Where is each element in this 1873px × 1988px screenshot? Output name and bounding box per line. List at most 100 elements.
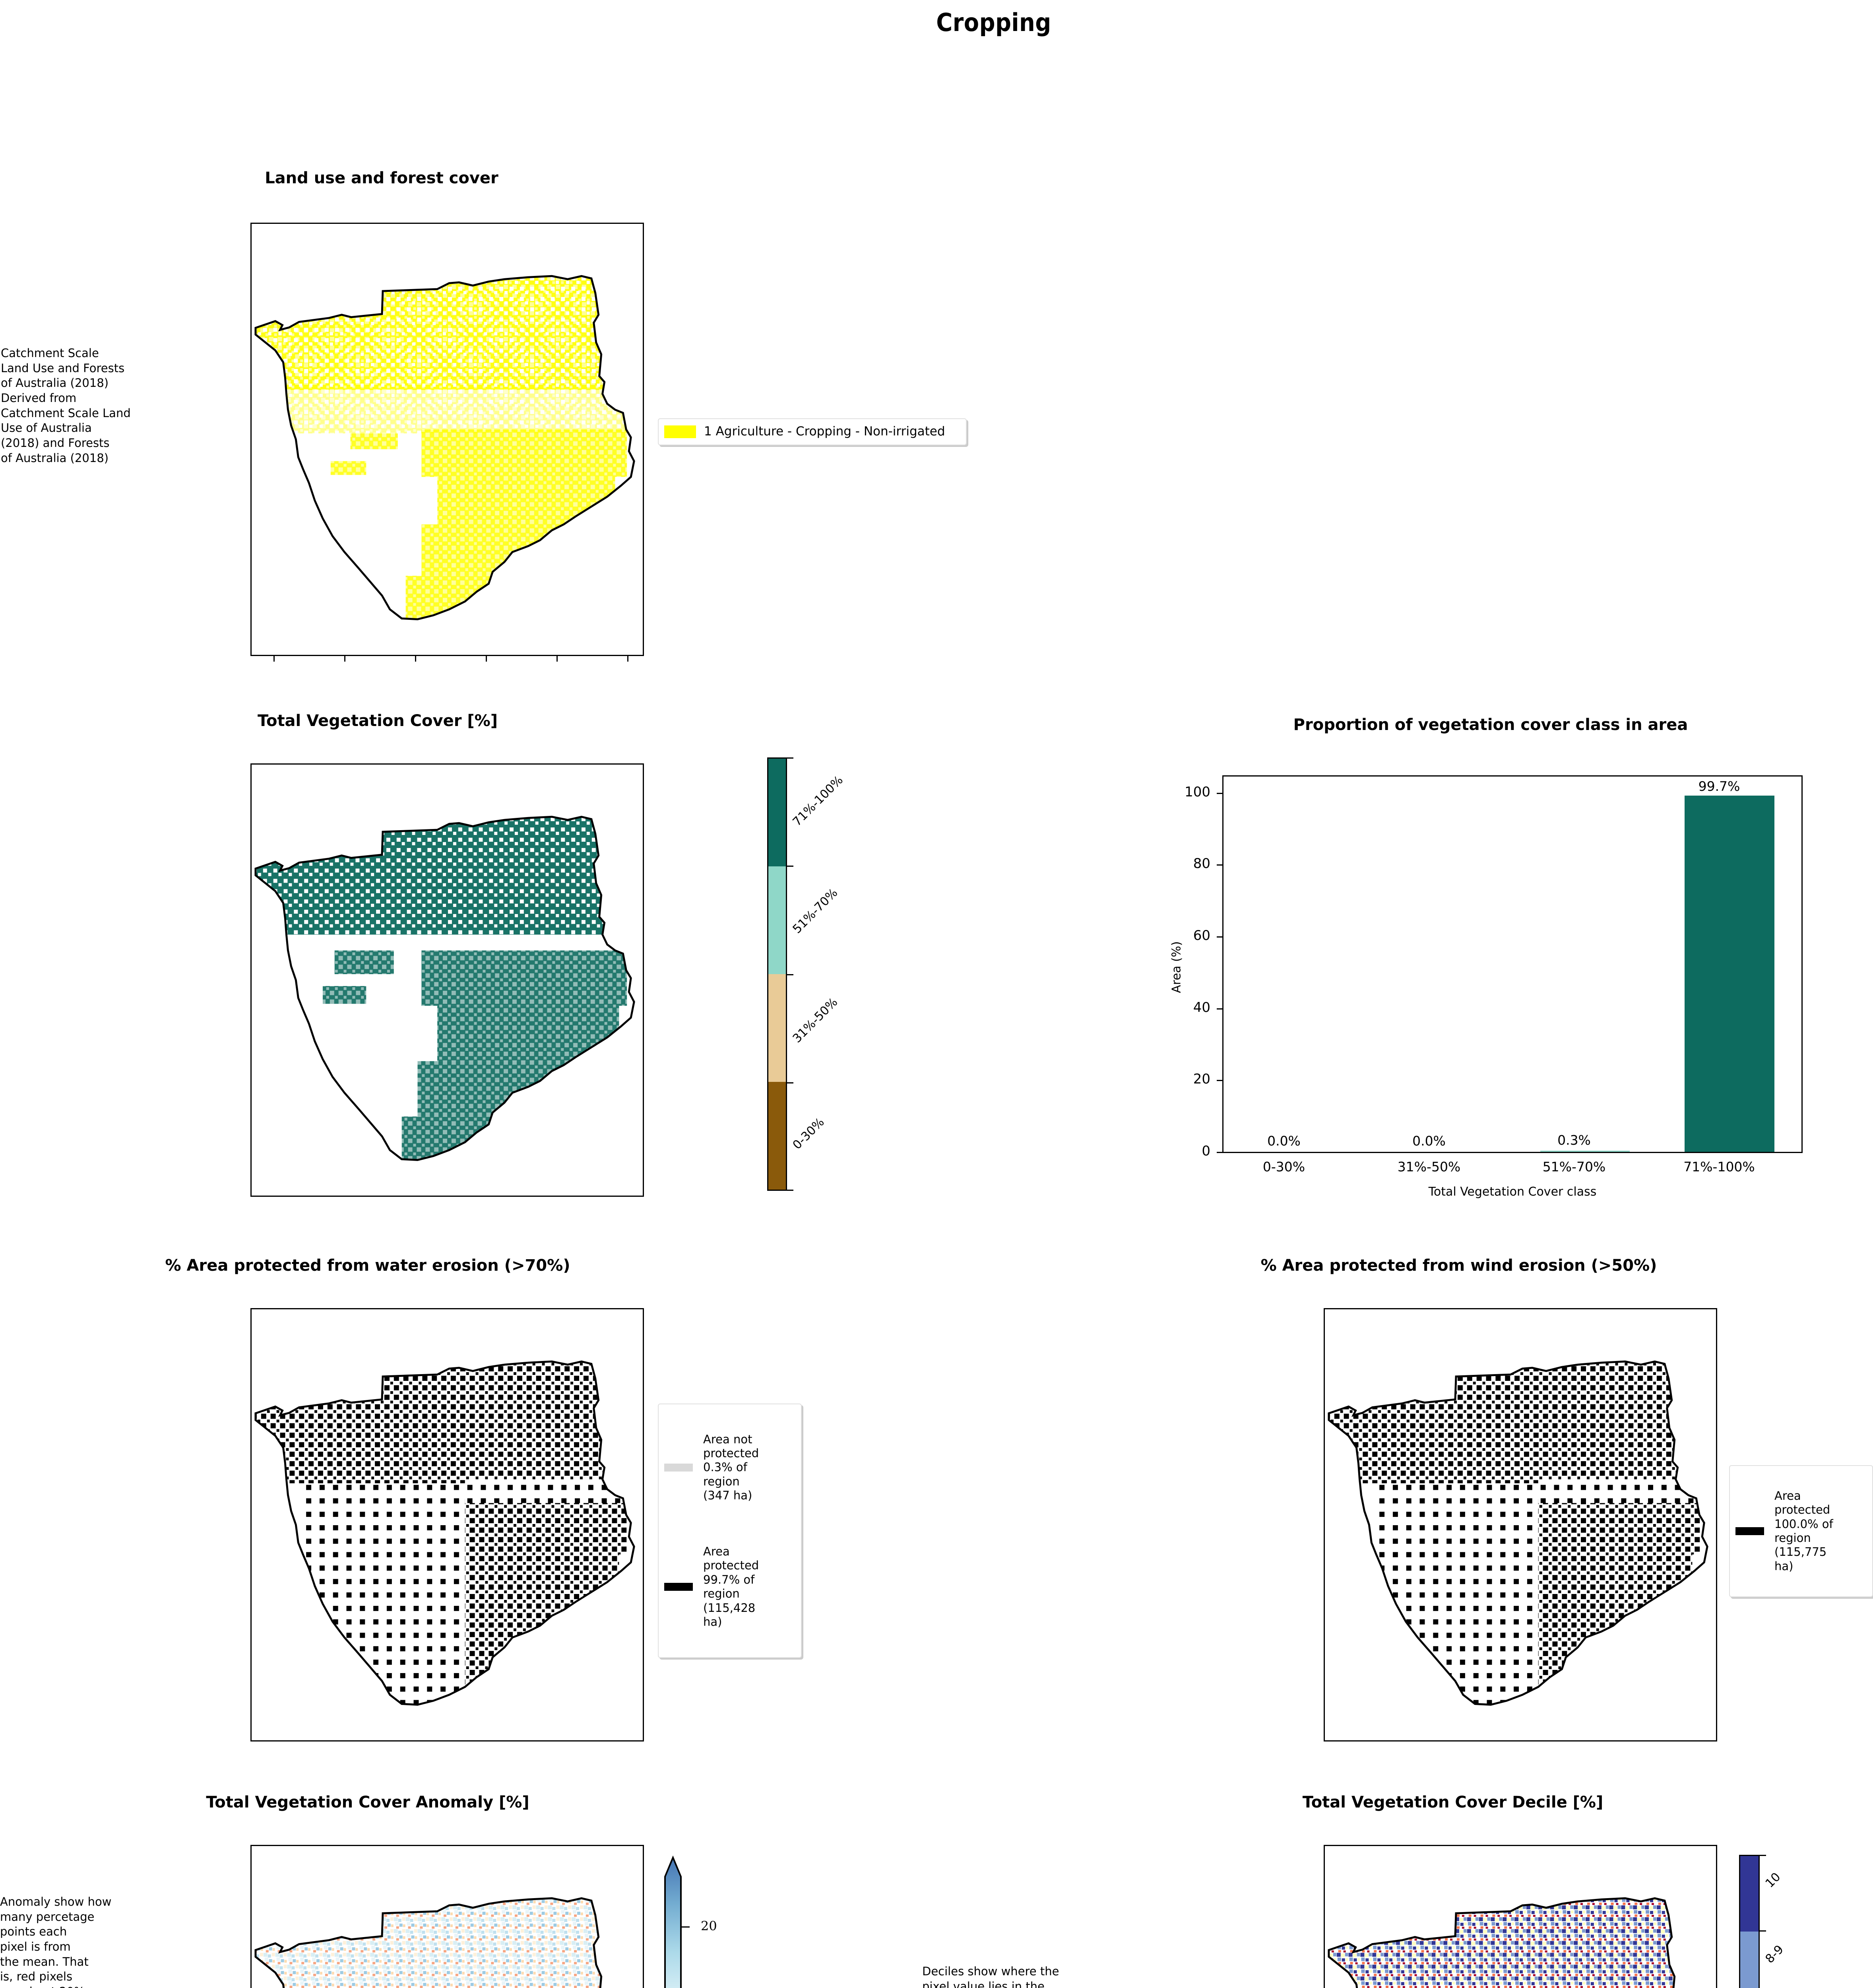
map-tick — [250, 1043, 252, 1044]
map-tick — [1324, 1699, 1325, 1700]
anomaly-explanation-note: Anomaly show how many percetage points e… — [0, 1895, 112, 1988]
cropping-pixels — [255, 276, 634, 619]
not-protected-colour-swatch — [664, 1464, 693, 1472]
map-tick — [250, 337, 252, 338]
map-tick — [250, 447, 252, 448]
legend-item-label: Area not protected 0.3% of region (347 h… — [703, 1432, 759, 1503]
map-tick — [250, 1423, 252, 1424]
anomaly-map — [250, 1845, 644, 1988]
veg-cover-colorbar-segment-71-100 — [768, 759, 786, 866]
protected-colour-swatch — [1735, 1527, 1764, 1535]
map-tick — [250, 613, 252, 615]
map-tick — [250, 1154, 252, 1155]
wind-erosion-panel-title: % Area protected from wind erosion (>50%… — [1260, 1256, 1657, 1275]
map-tick — [250, 502, 252, 503]
map-tick — [1324, 1643, 1325, 1644]
map-tick — [250, 1588, 252, 1589]
map-tick — [1324, 1532, 1325, 1533]
anomaly-map-canvas — [254, 1897, 634, 1988]
map-tick — [1324, 1365, 1325, 1366]
region-boundary — [1328, 1897, 1676, 1988]
veg-cover-panel-title: Total Vegetation Cover [%] — [257, 712, 498, 730]
decile-colorbar-ticks — [1760, 1855, 1772, 1988]
legend-item-label: 1 Agriculture - Cropping - Non-irrigated — [704, 424, 945, 439]
barchart-title: Proportion of vegetation cover class in … — [1293, 716, 1688, 734]
region-boundary — [1328, 1360, 1708, 1706]
map-tick — [1324, 1959, 1325, 1961]
map-tick — [250, 391, 252, 392]
land-use-source-note: Catchment Scale Land Use and Forests of … — [1, 346, 131, 465]
map-tick — [1324, 1476, 1325, 1477]
protected-colour-swatch — [664, 1583, 693, 1591]
x-tick-label-71-100: 71%-100% — [1683, 1159, 1755, 1175]
decile-colorbar-segment-10 — [1740, 1856, 1759, 1932]
barchart-y-axis: 0 20 40 60 80 100 — [1133, 775, 1224, 1159]
map-tick — [250, 1532, 252, 1533]
y-tick-label: 60 — [1193, 928, 1210, 944]
legend-item[interactable]: 1 Agriculture - Cropping - Non-irrigated — [664, 424, 945, 439]
legend-item-label: Area protected 100.0% of region (115,775… — [1774, 1489, 1833, 1573]
x-tick-label-0-30: 0-30% — [1262, 1159, 1305, 1175]
decile-colorbar-segment-8-9 — [1740, 1931, 1759, 1988]
bar-51-70 — [1540, 1151, 1630, 1152]
decile-colorbar — [1739, 1855, 1760, 1988]
y-tick-label: 100 — [1185, 784, 1210, 800]
y-tick-label: 20 — [1193, 1071, 1210, 1087]
veg-cover-colorbar-ticks — [787, 757, 799, 1191]
map-tick — [250, 1365, 252, 1366]
map-tick — [250, 1099, 252, 1100]
land-use-panel-title: Land use and forest cover — [265, 169, 498, 187]
map-tick — [250, 878, 252, 879]
anomaly-colorbar — [658, 1853, 702, 1988]
veg-cover-colorbar-segment-31-50 — [768, 974, 786, 1082]
region-boundary — [254, 1360, 635, 1706]
map-tick — [1324, 1902, 1325, 1903]
map-tick — [1324, 1588, 1325, 1589]
y-tick-label: 80 — [1193, 856, 1210, 872]
crop-colour-swatch — [664, 425, 696, 438]
wind-erosion-map-canvas — [1328, 1360, 1708, 1706]
veg-cover-map — [250, 763, 644, 1197]
barchart-plot-area — [1222, 775, 1803, 1153]
anomaly-colorbar-ticks — [681, 1853, 697, 1988]
land-use-map-canvas — [254, 275, 635, 620]
decile-explanation-note: Deciles show where the pixel value lies … — [922, 1965, 1059, 1988]
anomaly-colorbar-tick-label-20: 20 — [701, 1918, 717, 1934]
legend-item-protected[interactable]: Area protected 99.7% of region (115,428 … — [664, 1545, 795, 1629]
region-boundary — [254, 275, 635, 620]
land-use-legend[interactable]: 1 Agriculture - Cropping - Non-irrigated — [658, 418, 967, 445]
anomaly-panel-title: Total Vegetation Cover Anomaly [%] — [206, 1793, 529, 1811]
land-use-map — [250, 223, 644, 656]
legend-item-not-protected[interactable]: Area not protected 0.3% of region (347 h… — [664, 1433, 795, 1503]
veg-cover-colorbar-segment-51-70 — [768, 866, 786, 974]
decile-map-canvas — [1328, 1897, 1708, 1988]
map-tick — [250, 1643, 252, 1644]
region-boundary — [254, 815, 635, 1161]
y-tick-label: 0 — [1202, 1143, 1210, 1159]
map-tick — [250, 1959, 252, 1961]
page-title: Cropping — [936, 8, 1051, 37]
veg-cover-colorbar-segment-0-30 — [768, 1082, 786, 1190]
map-tick — [1324, 1423, 1325, 1424]
decile-panel-title: Total Vegetation Cover Decile [%] — [1302, 1793, 1603, 1811]
map-tick — [250, 1699, 252, 1700]
bar-value-label-51-70: 0.3% — [1557, 1132, 1591, 1148]
anomaly-colorbar-canvas — [664, 1855, 682, 1988]
legend-item-protected[interactable]: Area protected 100.0% of region (115,775… — [1735, 1489, 1867, 1573]
veg-cover-map-canvas — [254, 815, 635, 1161]
land-use-map-bottom-ticks — [250, 656, 644, 662]
map-tick — [250, 1902, 252, 1903]
map-tick — [250, 280, 252, 281]
region-boundary — [254, 1897, 603, 1988]
water-erosion-legend[interactable]: Area not protected 0.3% of region (347 h… — [658, 1404, 802, 1658]
wind-erosion-map — [1324, 1308, 1717, 1741]
legend-item-label: Area protected 99.7% of region (115,428 … — [703, 1545, 759, 1629]
wind-erosion-legend[interactable]: Area protected 100.0% of region (115,775… — [1729, 1465, 1873, 1597]
bar-value-label-31-50: 0.0% — [1412, 1133, 1446, 1149]
x-tick-label-31-50: 31%-50% — [1397, 1159, 1461, 1175]
decile-map — [1324, 1845, 1717, 1988]
water-erosion-map — [250, 1308, 644, 1741]
map-tick — [250, 987, 252, 988]
x-tick-label-51-70: 51%-70% — [1542, 1159, 1606, 1175]
bar-value-label-71-100: 99.7% — [1698, 779, 1740, 794]
